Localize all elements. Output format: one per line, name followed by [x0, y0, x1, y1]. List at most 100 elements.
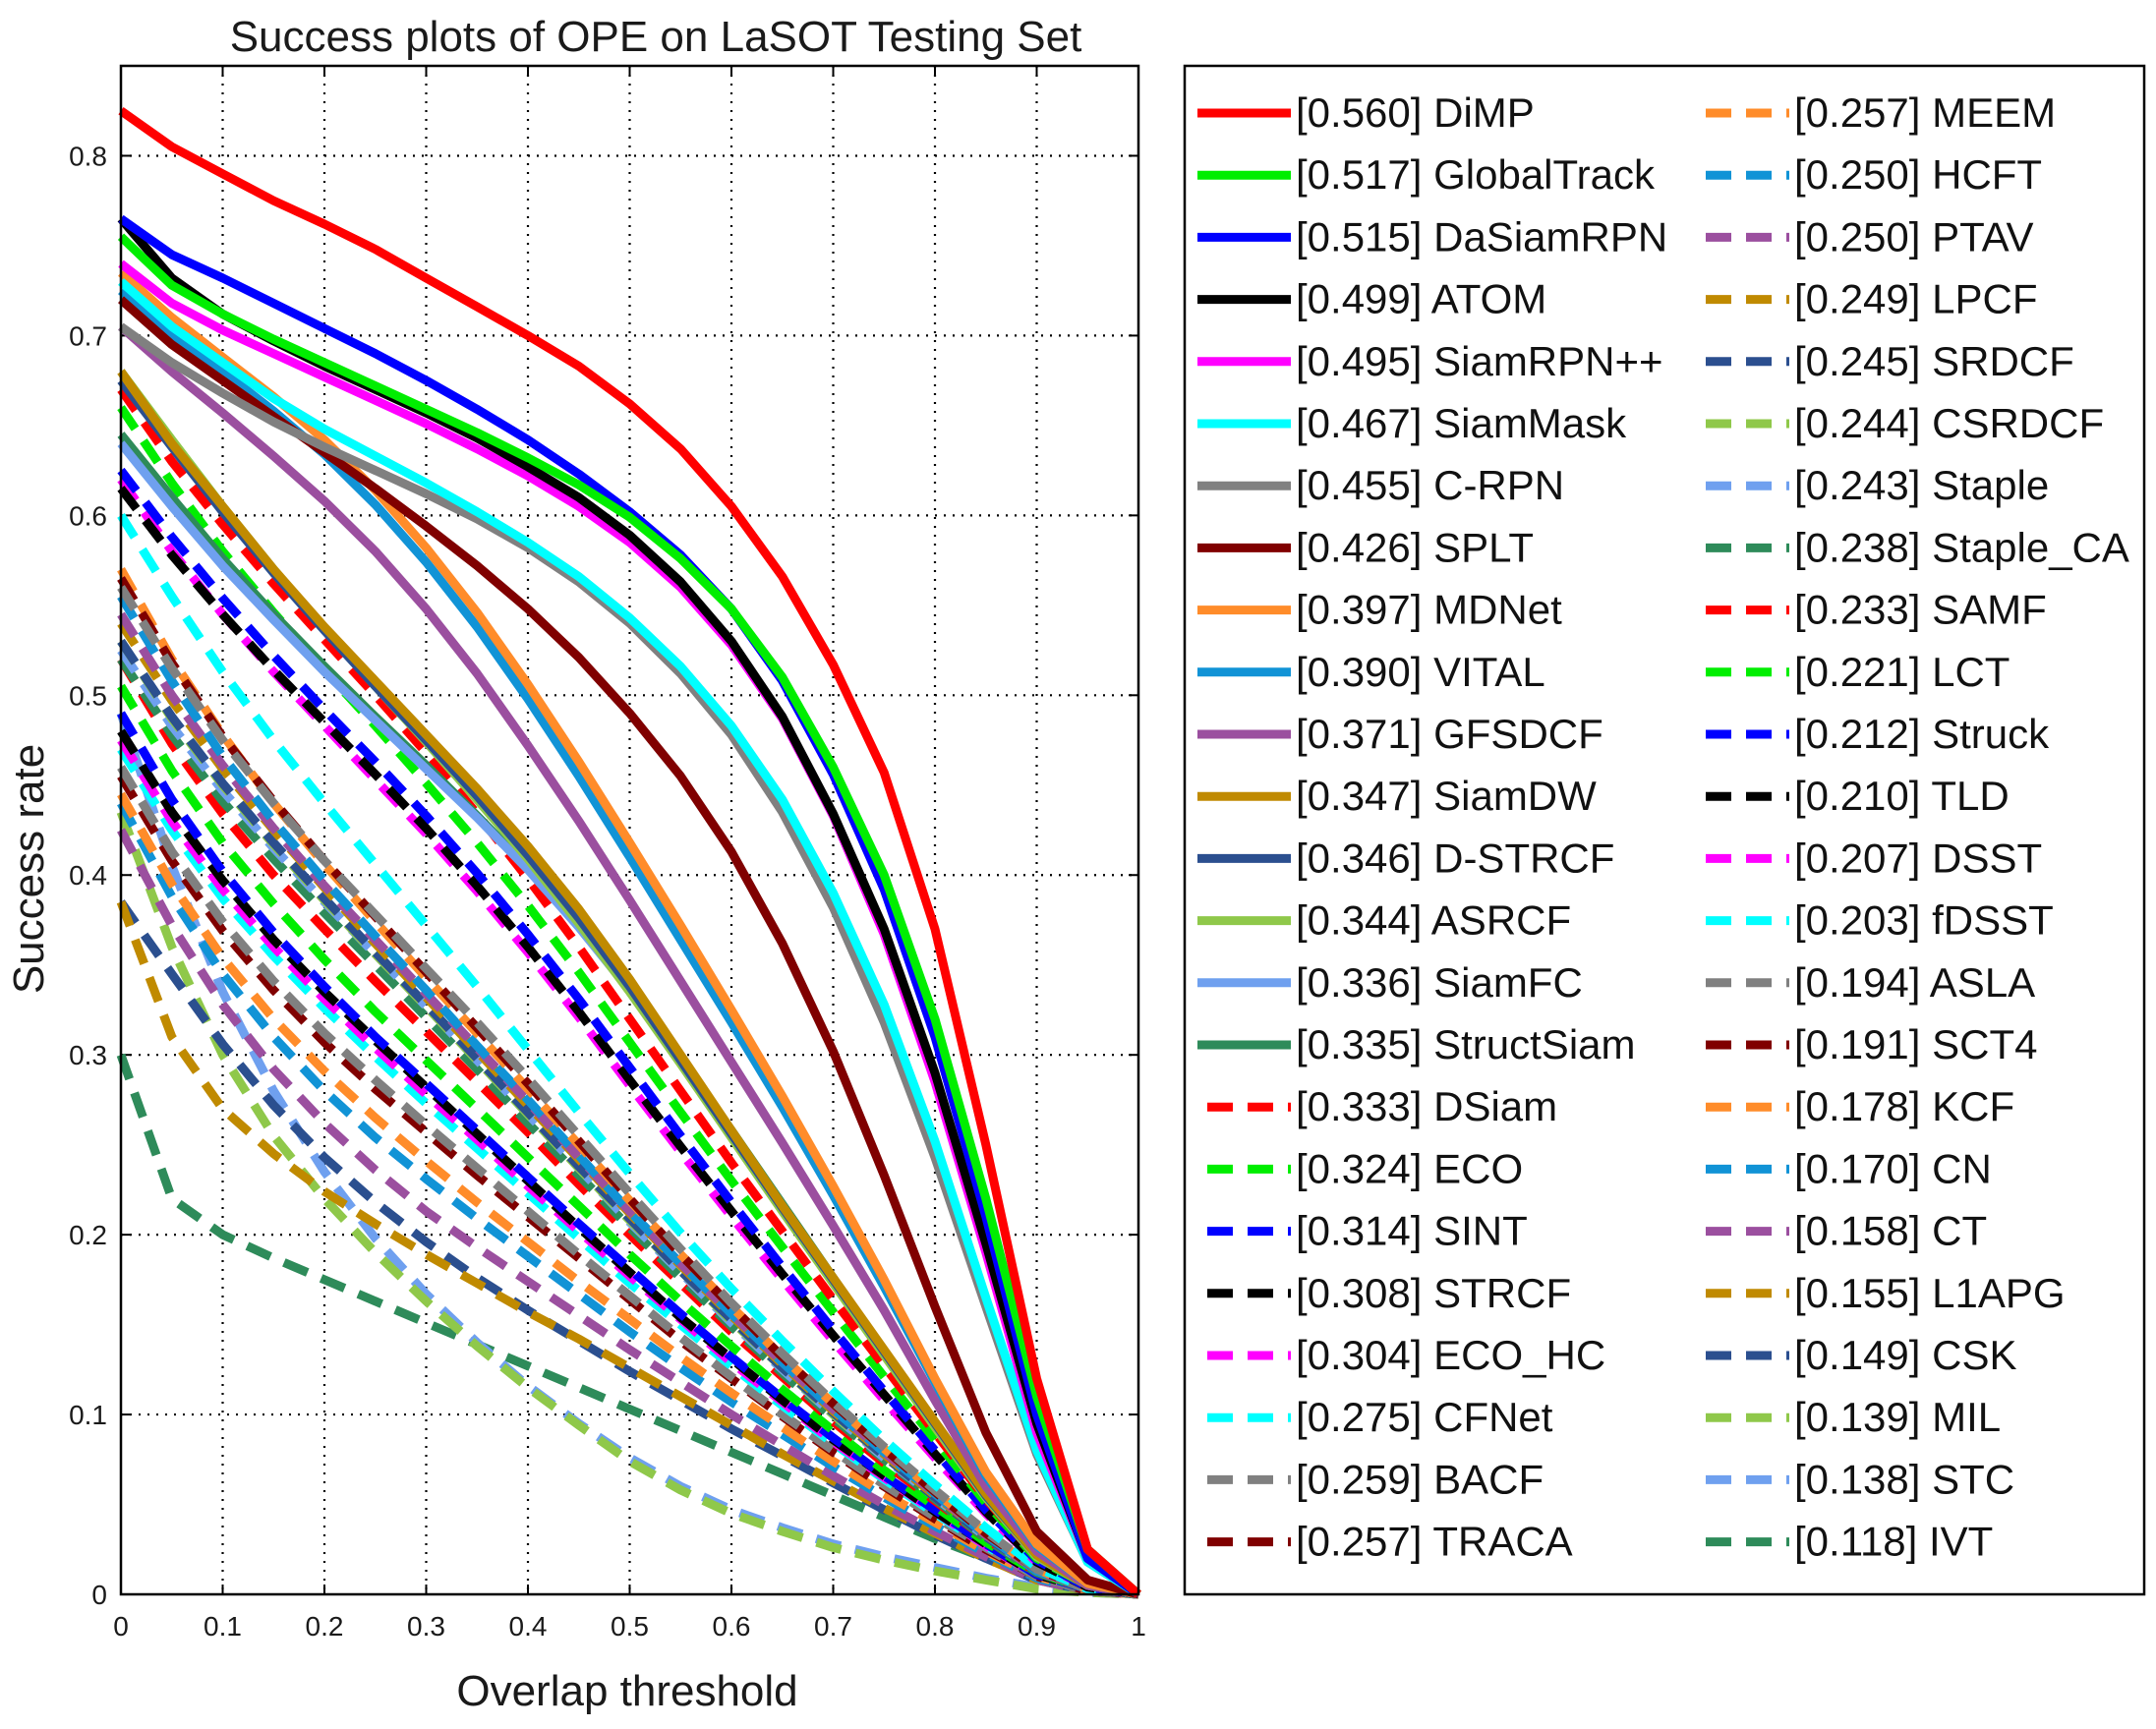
y-tick-label: 0.8	[69, 141, 107, 171]
series-line-lct	[117, 683, 1139, 1599]
legend-label: [0.170] CN	[1794, 1145, 1992, 1191]
legend-label: [0.250] HCFT	[1794, 151, 2042, 198]
x-tick-label: 0.6	[713, 1611, 751, 1642]
legend-label: [0.233] SAMF	[1794, 587, 2047, 633]
legend-label: [0.308] STRCF	[1296, 1270, 1571, 1316]
legend-entry: [0.249] LPCF	[1696, 276, 2037, 322]
legend-entry: [0.257] TRACA	[1197, 1519, 1573, 1565]
legend-entry: [0.139] MIL	[1696, 1394, 2001, 1440]
series-line-siamdw	[117, 369, 1139, 1599]
legend-entry: [0.304] ECO_HC	[1197, 1332, 1605, 1378]
legend-entry: [0.244] CSRDCF	[1696, 400, 2104, 446]
x-tick-label: 0.1	[204, 1611, 242, 1642]
legend-entry: [0.243] Staple	[1696, 462, 2049, 508]
legend: [0.560] DiMP [0.517] GlobalTrack [0.515] D…	[1183, 64, 2146, 1596]
legend-box	[1183, 64, 2146, 1596]
legend-label: [0.344] ASRCF	[1296, 897, 1571, 944]
x-tick-label: 1	[1131, 1611, 1146, 1642]
y-tick-label: 0.4	[69, 860, 107, 891]
legend-entry: [0.194] ASLA	[1696, 959, 2035, 1006]
legend-entry: [0.397] MDNet	[1197, 587, 1562, 633]
legend-entry: [0.495] SiamRPN++	[1197, 338, 1663, 384]
series-line-globaltrack	[117, 233, 1141, 1598]
series-line-dasiamrpn	[118, 214, 1141, 1598]
legend-entry: [0.238] Staple_CA	[1696, 524, 2129, 570]
legend-label: [0.275] CFNet	[1296, 1394, 1553, 1440]
legend-label: [0.259] BACF	[1296, 1456, 1544, 1502]
legend-entry: [0.336] SiamFC	[1197, 959, 1583, 1006]
legend-label: [0.212] Struck	[1794, 711, 2050, 757]
x-tick-label: 0.9	[1018, 1611, 1056, 1642]
legend-entry: [0.257] MEEM	[1696, 89, 2056, 136]
series-line-asla	[117, 765, 1139, 1599]
series-line-eco	[117, 405, 1139, 1599]
series-line-sint	[117, 467, 1139, 1599]
series-line-bacf	[117, 585, 1139, 1599]
x-tick-label: 0.7	[814, 1611, 852, 1642]
legend-label: [0.158] CT	[1794, 1208, 1987, 1254]
x-tick-label: 0.4	[509, 1611, 548, 1642]
legend-label: [0.243] Staple	[1794, 462, 2049, 508]
legend-label: [0.139] MIL	[1794, 1394, 2001, 1440]
legend-entry: [0.335] StructSiam	[1197, 1021, 1636, 1067]
legend-entry: [0.203] fDSST	[1696, 897, 2054, 944]
legend-label: [0.203] fDSST	[1794, 897, 2054, 944]
y-tick-label: 0.3	[69, 1040, 107, 1070]
series-line-dimp	[118, 107, 1141, 1598]
legend-entry: [0.259] BACF	[1197, 1456, 1544, 1502]
series-line-csk	[117, 899, 1139, 1599]
plot-area	[116, 107, 1141, 1599]
legend-label: [0.455] C-RPN	[1296, 462, 1564, 508]
y-tick-label: 0.6	[69, 500, 107, 531]
series-line-strcf	[117, 486, 1139, 1599]
x-tick-label: 0.5	[611, 1611, 649, 1642]
legend-label: [0.257] MEEM	[1794, 89, 2056, 136]
legend-entry: [0.560] DiMP	[1197, 89, 1535, 136]
legend-label: [0.191] SCT4	[1794, 1021, 2037, 1067]
x-tick-label: 0.3	[407, 1611, 445, 1642]
plot-frame	[119, 64, 1140, 1596]
legend-entry: [0.118] IVT	[1696, 1519, 1993, 1565]
series-line-struck	[117, 711, 1139, 1599]
legend-label: [0.335] StructSiam	[1296, 1021, 1636, 1067]
legend-entry: [0.250] HCFT	[1696, 151, 2042, 198]
legend-label: [0.238] Staple_CA	[1794, 524, 2129, 570]
legend-entry: [0.207] DSST	[1696, 835, 2042, 881]
series-line-mil	[116, 810, 1139, 1599]
legend-label: [0.314] SINT	[1296, 1208, 1528, 1254]
legend-label: [0.245] SRDCF	[1794, 338, 2074, 384]
legend-label: [0.155] L1APG	[1794, 1270, 2066, 1316]
legend-label: [0.178] KCF	[1794, 1083, 2014, 1129]
legend-label: [0.207] DSST	[1794, 835, 2042, 881]
legend-label: [0.346] D-STRCF	[1296, 835, 1614, 881]
x-axis-label: Overlap threshold	[456, 1667, 797, 1715]
legend-entry: [0.515] DaSiamRPN	[1197, 213, 1667, 259]
legend-label: [0.138] STC	[1794, 1456, 2014, 1502]
legend-entry: [0.155] L1APG	[1696, 1270, 2066, 1316]
legend-entry: [0.221] LCT	[1696, 649, 2010, 695]
legend-entry: [0.191] SCT4	[1696, 1021, 2037, 1067]
legend-label: [0.304] ECO_HC	[1296, 1332, 1605, 1378]
legend-label: [0.467] SiamMask	[1296, 400, 1627, 446]
legend-label: [0.347] SiamDW	[1296, 773, 1597, 819]
legend-entry: [0.455] C-RPN	[1197, 462, 1564, 508]
legend-label: [0.515] DaSiamRPN	[1296, 213, 1667, 259]
legend-entry: [0.517] GlobalTrack	[1197, 151, 1656, 198]
legend-label: [0.149] CSK	[1794, 1332, 2016, 1378]
legend-label: [0.324] ECO	[1296, 1145, 1523, 1191]
series-line-siammask	[118, 278, 1141, 1598]
y-tick-label: 0	[91, 1580, 107, 1610]
y-axis-label: Success rate	[5, 744, 53, 994]
legend-entry: [0.250] PTAV	[1696, 213, 2034, 259]
legend-entry: [0.371] GFSDCF	[1197, 711, 1603, 757]
legend-label: [0.397] MDNet	[1296, 587, 1562, 633]
legend-entry: [0.245] SRDCF	[1696, 338, 2074, 384]
legend-entry: [0.324] ECO	[1197, 1145, 1523, 1191]
legend-label: [0.244] CSRDCF	[1794, 400, 2104, 446]
legend-label: [0.210] TLD	[1794, 773, 2010, 819]
legend-label: [0.221] LCT	[1794, 649, 2010, 695]
y-tick-label: 0.7	[69, 320, 107, 351]
legend-label: [0.495] SiamRPN++	[1296, 338, 1663, 384]
legend-entry: [0.333] DSiam	[1197, 1083, 1557, 1129]
